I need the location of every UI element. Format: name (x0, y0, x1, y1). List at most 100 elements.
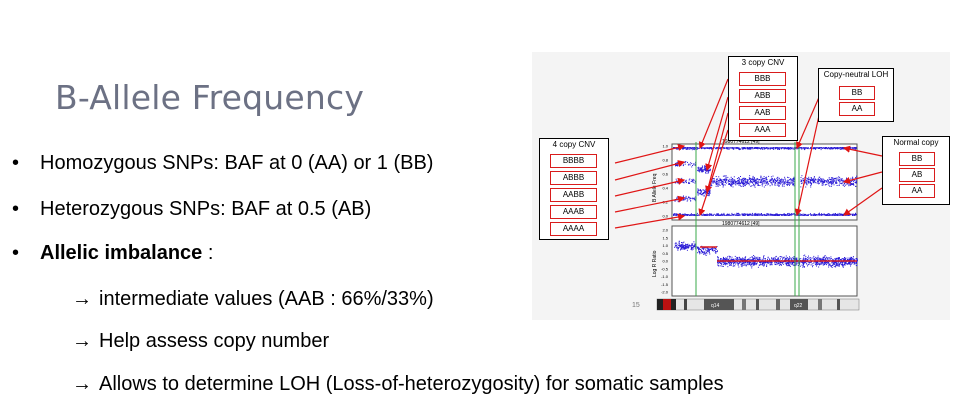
lrr-point (748, 263, 750, 264)
baf-point (781, 184, 783, 186)
lrr-point (793, 257, 795, 259)
baf-point (687, 147, 688, 148)
baf-point (793, 180, 795, 182)
baf-point (725, 177, 727, 179)
baf-point (786, 182, 788, 184)
baf-point (821, 181, 823, 183)
baf-point (713, 147, 715, 149)
box-3-copy-cnv: 3 copy CNV BBB ABB AAB AAA (728, 56, 798, 141)
baf-point (771, 179, 773, 181)
lrr-point (811, 263, 813, 265)
lrr-point (737, 264, 739, 266)
lrr-point (842, 262, 844, 264)
lrr-point (733, 259, 735, 261)
lrr-point (717, 262, 719, 264)
lrr-point (742, 257, 744, 259)
baf-point (732, 179, 734, 181)
lrr-point (782, 257, 784, 259)
baf-point (744, 180, 746, 182)
lrr-point (735, 263, 737, 265)
baf-point (839, 213, 841, 215)
lrr-point (762, 262, 764, 264)
lrr-point (723, 262, 725, 264)
bullet-dot: • (12, 198, 20, 220)
dark-band (671, 299, 676, 310)
baf-point (812, 180, 814, 182)
band (776, 299, 780, 310)
lrr-point (724, 258, 726, 260)
baf-point (813, 213, 815, 215)
lrr-point (751, 256, 753, 258)
baf-point (698, 189, 700, 191)
baf-point (684, 147, 686, 149)
lrr-point (721, 264, 723, 266)
ytick-label: 0.0 (662, 259, 668, 264)
annotation-arrows (614, 78, 883, 229)
baf-point (790, 213, 792, 215)
lrr-point (826, 264, 827, 266)
lrr-point (699, 251, 701, 252)
baf-point (679, 197, 681, 198)
baf-point (841, 213, 843, 215)
baf-point (799, 147, 801, 148)
baf-point (852, 147, 853, 149)
lrr-point (681, 242, 682, 243)
baf-point (841, 148, 843, 150)
baf-point (759, 147, 761, 149)
baf-point (793, 184, 795, 185)
lrr-point (837, 259, 839, 261)
lrr-point (721, 262, 723, 264)
baf-point (717, 185, 719, 187)
lrr-point (835, 262, 837, 264)
lrr-point (816, 261, 818, 263)
baf-point (818, 179, 820, 181)
baf-point (839, 182, 841, 184)
lrr-point (823, 259, 825, 261)
lrr-point (743, 258, 745, 260)
lrr-point (753, 258, 755, 260)
baf-point (680, 197, 682, 198)
baf-point (693, 179, 695, 181)
baf-point (741, 178, 743, 180)
baf-point (805, 186, 807, 188)
lrr-point (780, 263, 782, 265)
baf-point (852, 176, 854, 178)
baf-point (829, 214, 831, 216)
baf-point (827, 147, 829, 149)
lrr-point (703, 253, 705, 255)
ytick-label: 2.0 (662, 228, 668, 233)
lrr-point (802, 258, 804, 260)
baf-point (751, 181, 753, 183)
baf-point (751, 178, 753, 180)
lrr-point (723, 259, 725, 261)
lrr-point (763, 264, 765, 266)
baf-point (806, 183, 808, 185)
baf-point (789, 182, 791, 184)
lrr-point (786, 259, 788, 261)
baf-point (765, 177, 767, 179)
lrr-point (827, 261, 829, 263)
baf-point (829, 179, 831, 180)
baf-point (756, 182, 758, 184)
lrr-point (733, 261, 735, 263)
lrr-point (830, 266, 832, 267)
lrr-point (827, 261, 829, 263)
baf-point (804, 214, 806, 216)
baf-point (852, 181, 854, 183)
baf-point (817, 178, 819, 180)
baf-point (748, 184, 750, 186)
baf-point (790, 214, 792, 216)
lrr-point (722, 259, 723, 261)
baf-point (758, 213, 760, 215)
baf-point (828, 147, 830, 149)
baf-point (833, 147, 835, 149)
baf-point (814, 147, 816, 149)
baf-point (676, 162, 678, 164)
lrr-point (713, 248, 715, 250)
baf-point (700, 191, 702, 193)
baf-point (783, 184, 785, 186)
baf-point (754, 178, 756, 180)
baf-point (770, 176, 772, 178)
lrr-point (742, 263, 744, 265)
lrr-point (716, 251, 717, 253)
